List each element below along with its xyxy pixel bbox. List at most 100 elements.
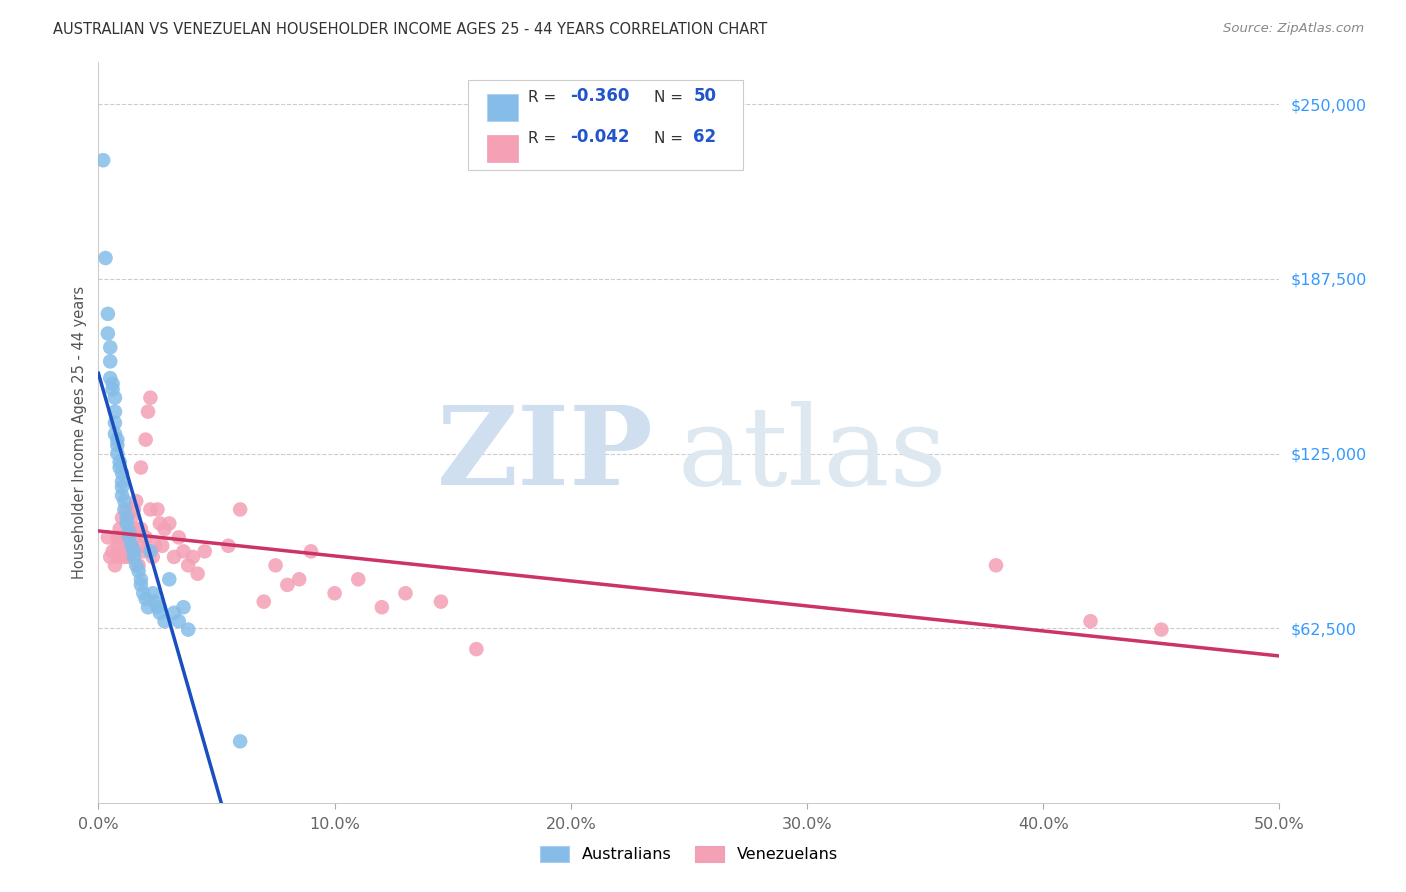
Point [104,558,127,573]
Point [104,427,127,442]
Point [142,586,165,600]
Point [253,594,276,608]
Point [139,391,162,405]
Point [111,466,134,480]
Text: atlas: atlas [678,401,946,508]
Point [143,539,166,553]
Point [129,522,152,536]
Point [139,544,162,558]
Point [264,558,287,573]
Point [172,544,194,558]
Point [217,539,239,553]
Point [125,558,148,573]
Point [98,371,121,385]
Point [118,549,141,564]
Point [104,416,127,430]
Text: AUSTRALIAN VS VENEZUELAN HOUSEHOLDER INCOME AGES 25 - 44 YEARS CORRELATION CHART: AUSTRALIAN VS VENEZUELAN HOUSEHOLDER INC… [53,22,768,37]
Legend: Australians, Venezuelans: Australians, Venezuelans [534,839,844,869]
Point [105,530,128,544]
Point [323,586,346,600]
Point [129,578,152,592]
Point [98,340,121,354]
Point [97,530,120,544]
Point [135,591,157,606]
Point [115,502,138,516]
Y-axis label: Householder Income Ages 25 - 44 years: Householder Income Ages 25 - 44 years [72,286,87,579]
Point [128,564,150,578]
Text: 50: 50 [693,87,717,104]
Point [177,623,200,637]
Text: N =: N = [654,130,688,145]
Point [135,530,157,544]
Point [371,600,394,615]
Point [465,642,488,657]
Point [132,586,155,600]
Point [94,251,117,265]
Point [149,606,172,620]
Point [108,522,131,536]
Text: R =: R = [527,90,561,104]
Point [111,530,134,544]
Point [194,544,217,558]
Point [104,405,127,419]
Point [276,578,298,592]
Point [111,475,134,489]
Point [122,544,145,558]
Text: 62: 62 [693,128,717,145]
Point [111,511,134,525]
Point [108,549,131,564]
Point [112,494,135,508]
Point [129,460,152,475]
Point [132,544,155,558]
Point [177,558,200,573]
Point [115,516,138,531]
Point [105,433,128,447]
Text: -0.042: -0.042 [569,128,630,145]
Point [153,522,176,536]
Point [98,354,121,368]
Point [105,438,128,452]
Point [984,558,1007,573]
Point [101,382,124,396]
Point [430,594,453,608]
Point [104,391,127,405]
Point [111,480,134,494]
Point [98,549,121,564]
Point [125,522,148,536]
Point [157,516,180,531]
Point [118,524,141,539]
Point [125,494,148,508]
Point [142,549,165,564]
Point [1150,623,1173,637]
Point [112,539,135,553]
Point [112,549,135,564]
Point [288,572,311,586]
Point [167,530,190,544]
Point [153,614,176,628]
Point [181,549,204,564]
Point [394,586,416,600]
Point [347,572,370,586]
Point [105,446,128,460]
Point [187,566,209,581]
Point [229,502,252,516]
Point [136,405,159,419]
Point [91,153,114,168]
Point [122,549,145,564]
Point [115,530,138,544]
Point [101,376,124,391]
Text: -0.360: -0.360 [569,87,628,104]
Point [146,502,169,516]
Point [121,511,143,525]
Point [136,600,159,615]
Point [143,594,166,608]
Point [115,511,138,525]
Point [111,488,134,502]
Point [112,502,135,516]
Text: N =: N = [654,90,688,104]
Point [129,572,152,586]
Point [101,544,124,558]
Point [167,614,190,628]
Point [229,734,252,748]
Point [163,606,186,620]
